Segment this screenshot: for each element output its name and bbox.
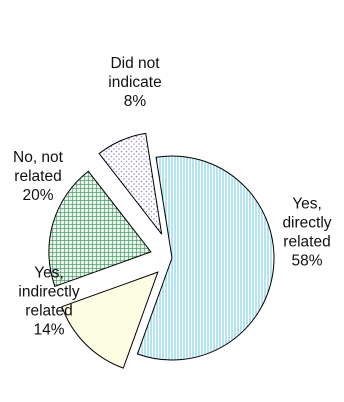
pie-slices (48, 132, 275, 369)
slice-label-0: Yes, directly related 58% (282, 196, 331, 270)
pie-slice-1 (61, 271, 159, 369)
slice-label-line: No, not (13, 149, 64, 166)
slice-label-line: related (283, 234, 330, 251)
slice-label-line: Yes, (34, 265, 64, 282)
pie-slice-0 (136, 155, 275, 361)
slice-label-1: Yes, indirectly related 14% (18, 265, 79, 339)
pie-labels: Yes, directly related 58% Yes, indirectly rela… (13, 55, 332, 339)
pie-slice-3 (98, 132, 163, 235)
pie-slice-2 (48, 170, 152, 288)
slice-label-line: indicate (108, 74, 161, 91)
slice-label-line: Did not (110, 55, 160, 72)
slice-label-3: Did not indicate 8% (108, 55, 161, 110)
slice-percent: 20% (22, 187, 53, 204)
slice-label-line: related (25, 303, 72, 320)
slice-percent: 8% (124, 93, 147, 110)
slice-label-line: directly (282, 215, 331, 232)
slice-label-line: Yes, (292, 196, 322, 213)
slice-label-line: indirectly (18, 284, 79, 301)
slice-label-line: related (14, 168, 61, 185)
slice-percent: 14% (33, 322, 64, 339)
slice-percent: 58% (291, 253, 322, 270)
slice-label-2: No, not related 20% (13, 149, 64, 204)
